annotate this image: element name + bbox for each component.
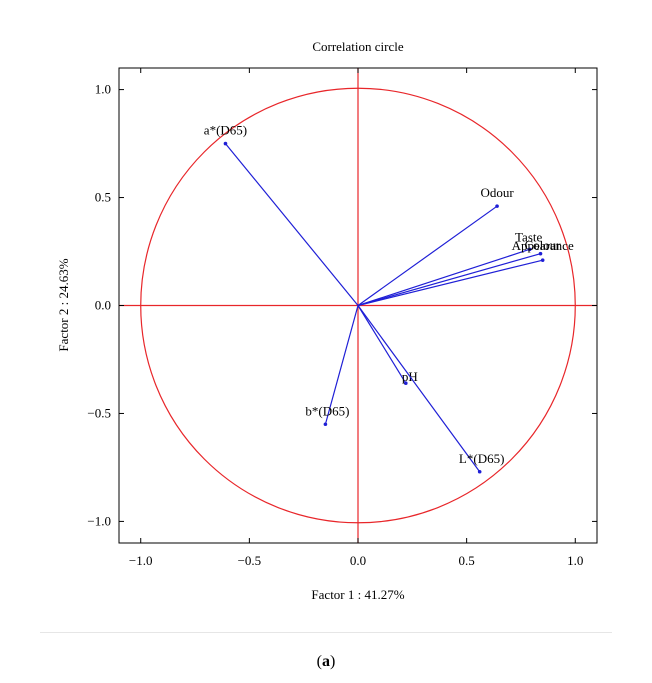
x-axis-ticks: −1.0 −0.5 0.0 0.5 1.0 (129, 68, 583, 568)
vector-taste (357, 248, 530, 307)
vector-l-d65- (357, 305, 481, 473)
vector-b-d65- (324, 305, 359, 425)
variable-label: L*(D65) (459, 451, 505, 466)
x-tick-label: −1.0 (129, 553, 153, 568)
x-tick-label: −0.5 (238, 553, 262, 568)
y-tick-label: 0.5 (95, 190, 111, 205)
y-tick-label: 1.0 (95, 82, 111, 97)
vector-appearance (357, 259, 543, 307)
caption-separator (40, 632, 612, 633)
y-tick-label: 0.0 (95, 298, 111, 313)
variable-label: Appearance (512, 238, 574, 253)
x-tick-label: 1.0 (567, 553, 583, 568)
variable-vectors: a*(D65)OdourTasteColourAppearancepHb*(D6… (204, 123, 574, 474)
x-tick-label: 0.0 (350, 553, 366, 568)
y-axis-title: Factor 2 : 24.63% (56, 258, 71, 351)
vector-a-d65- (224, 143, 359, 306)
y-tick-label: −0.5 (87, 405, 111, 420)
y-tick-label: −1.0 (87, 513, 111, 528)
vector-colour (357, 253, 541, 307)
variable-label: Colour (524, 238, 561, 253)
variable-label: b*(D65) (305, 403, 349, 418)
variable-label: Taste (515, 229, 542, 244)
variable-label: a*(D65) (204, 123, 247, 138)
vector-point (323, 422, 328, 427)
x-tick-label: 0.5 (459, 553, 475, 568)
vector-point (538, 251, 543, 256)
unit-circle (140, 87, 576, 524)
vector-point (477, 469, 482, 474)
chart-title: Correlation circle (312, 39, 404, 54)
variable-label: Odour (480, 185, 514, 200)
vector-point (540, 258, 545, 262)
vector-point (495, 204, 499, 208)
vector-odour (357, 205, 498, 306)
vector-point (527, 247, 532, 252)
vector-point (404, 381, 408, 386)
figure-caption: (a) (316, 653, 336, 670)
vector-ph (357, 305, 407, 384)
vector-point (223, 141, 228, 146)
x-axis-title: Factor 1 : 41.27% (311, 587, 404, 602)
caption-label: a (322, 653, 330, 670)
y-axis-ticks: −1.0 −0.5 0.0 0.5 1.0 (87, 82, 597, 528)
